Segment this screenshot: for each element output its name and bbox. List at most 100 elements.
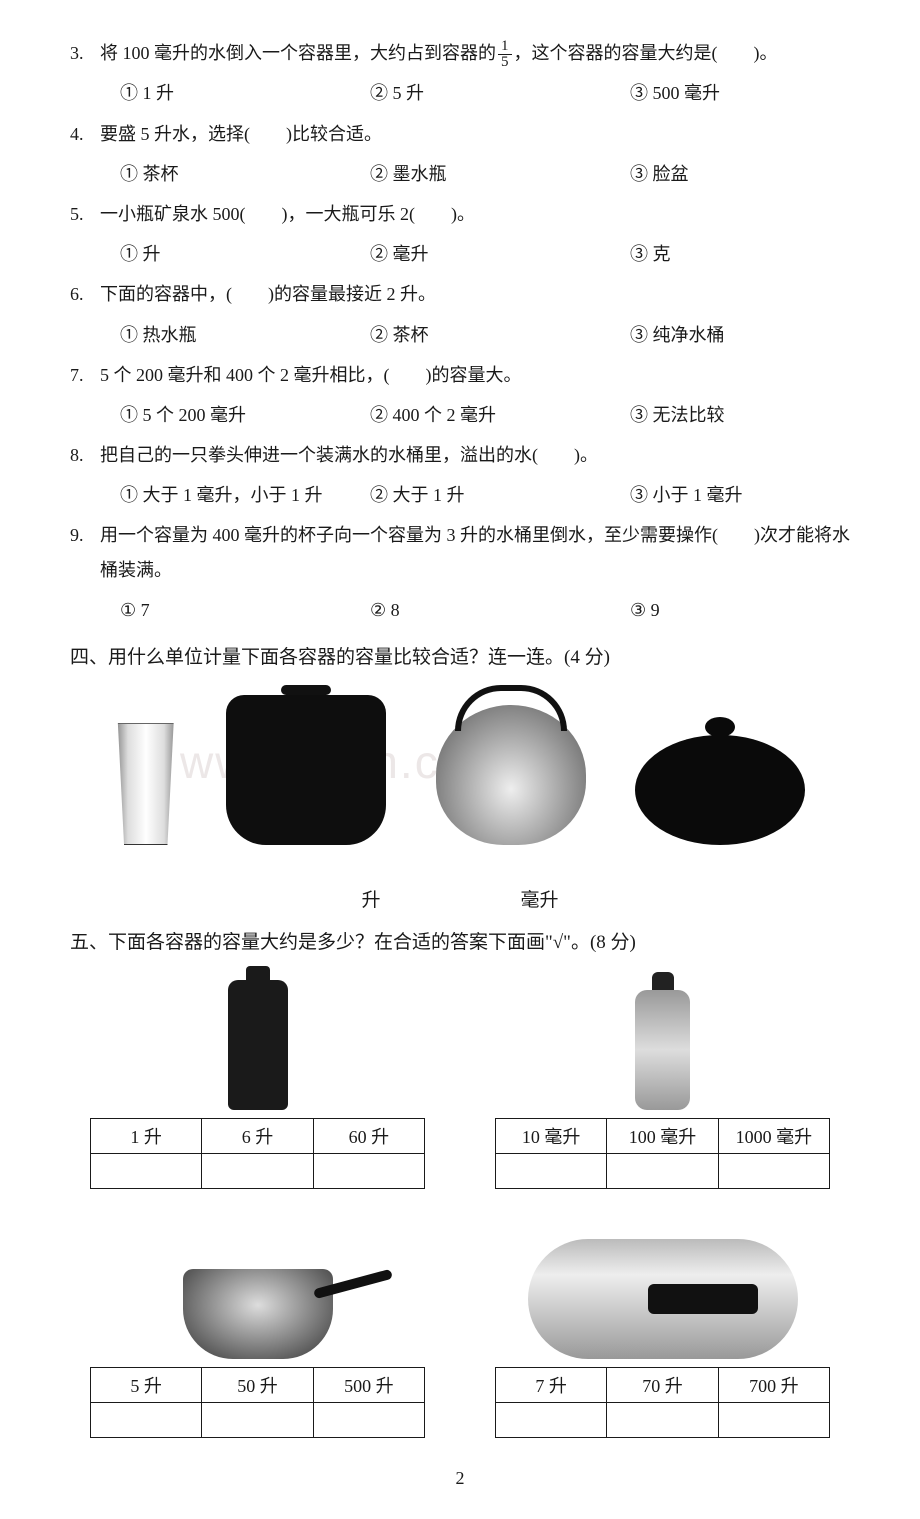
q-text: 一小瓶矿泉水 500( )，一大瓶可乐 2( )。 [100, 197, 850, 231]
question-8: 8. 把自己的一只拳头伸进一个装满水的水桶里，溢出的水( )。 [70, 438, 850, 472]
option-2: ② 大于 1 升 [370, 478, 630, 512]
q-number: 9. [70, 518, 100, 552]
table-row: 10 毫升 100 毫升 1000 毫升 [496, 1119, 830, 1154]
option-1: ① 茶杯 [120, 157, 370, 191]
cell[interactable] [91, 1154, 202, 1189]
cell: 70 升 [607, 1368, 718, 1403]
cell: 5 升 [91, 1368, 202, 1403]
rice-cooker-icon [226, 695, 386, 845]
q3-options: ① 1 升 ② 5 升 ③ 500 毫升 [120, 76, 850, 110]
cell[interactable] [607, 1154, 718, 1189]
cell[interactable] [91, 1403, 202, 1438]
cell[interactable] [202, 1403, 313, 1438]
table-row [91, 1154, 425, 1189]
option-2: ② 400 个 2 毫升 [370, 398, 630, 432]
cell[interactable] [718, 1403, 829, 1438]
option-3: ③ 无法比较 [630, 398, 850, 432]
table-row: 5 升 50 升 500 升 [91, 1368, 425, 1403]
q-text: 把自己的一只拳头伸进一个装满水的水桶里，溢出的水( )。 [100, 438, 850, 472]
answer-table: 1 升 6 升 60 升 [90, 1118, 425, 1189]
glass-icon [115, 723, 177, 845]
q-text: 用一个容量为 400 毫升的杯子向一个容量为 3 升的水桶里倒水，至少需要操作(… [100, 518, 850, 586]
q-number: 3. [70, 36, 100, 70]
section-4-title: 四、用什么单位计量下面各容器的容量比较合适？连一连。(4 分) [70, 641, 850, 675]
answer-table: 10 毫升 100 毫升 1000 毫升 [495, 1118, 830, 1189]
teapot-icon [635, 735, 805, 845]
unit-liter: 升 [361, 885, 380, 912]
frac-num: 1 [498, 39, 512, 55]
image-cell [183, 1219, 333, 1359]
water-heater-icon [528, 1239, 798, 1359]
table-row: 1 升 6 升 60 升 [91, 1119, 425, 1154]
q7-options: ① 5 个 200 毫升 ② 400 个 2 毫升 ③ 无法比较 [120, 398, 850, 432]
question-3: 3. 将 100 毫升的水倒入一个容器里，大约占到容器的15，这个容器的容量大约… [70, 36, 850, 70]
q-number: 5. [70, 197, 100, 231]
option-3: ③ 脸盆 [630, 157, 850, 191]
section-4-body: www.zixin.com.cn 升 毫升 [70, 695, 850, 912]
table-row [496, 1154, 830, 1189]
option-1: ① 升 [120, 237, 370, 271]
option-1: ① 1 升 [120, 76, 370, 110]
cell: 1 升 [91, 1119, 202, 1154]
item-water-bottle: 1 升 6 升 60 升 [90, 970, 425, 1189]
option-3: ③ 500 毫升 [630, 76, 850, 110]
option-2: ② 毫升 [370, 237, 630, 271]
option-1: ① 7 [120, 593, 370, 627]
frac-den: 5 [498, 55, 512, 70]
answer-table: 5 升 50 升 500 升 [90, 1367, 425, 1438]
image-cell [228, 970, 288, 1110]
cell[interactable] [607, 1403, 718, 1438]
question-4: 4. 要盛 5 升水，选择( )比较合适。 [70, 117, 850, 151]
option-2: ② 墨水瓶 [370, 157, 630, 191]
water-bottle-icon [228, 980, 288, 1110]
table-row: 7 升 70 升 700 升 [496, 1368, 830, 1403]
cell[interactable] [718, 1154, 829, 1189]
option-1: ① 大于 1 毫升，小于 1 升 [120, 478, 370, 512]
q5-options: ① 升 ② 毫升 ③ 克 [120, 237, 850, 271]
cell[interactable] [202, 1154, 313, 1189]
q9-options: ① 7 ② 8 ③ 9 [120, 593, 850, 627]
option-3: ③ 9 [630, 593, 850, 627]
q6-options: ① 热水瓶 ② 茶杯 ③ 纯净水桶 [120, 318, 850, 352]
cell: 10 毫升 [496, 1119, 607, 1154]
question-5: 5. 一小瓶矿泉水 500( )，一大瓶可乐 2( )。 [70, 197, 850, 231]
q-text: 要盛 5 升水，选择( )比较合适。 [100, 117, 850, 151]
cell: 7 升 [496, 1368, 607, 1403]
cell[interactable] [496, 1154, 607, 1189]
q-number: 8. [70, 438, 100, 472]
option-2: ② 8 [370, 593, 630, 627]
option-3: ③ 小于 1 毫升 [630, 478, 850, 512]
item-pot: 5 升 50 升 500 升 [90, 1219, 425, 1438]
answer-table: 7 升 70 升 700 升 [495, 1367, 830, 1438]
cell[interactable] [313, 1403, 424, 1438]
question-9: 9. 用一个容量为 400 毫升的杯子向一个容量为 3 升的水桶里倒水，至少需要… [70, 518, 850, 586]
question-7: 7. 5 个 200 毫升和 400 个 2 毫升相比，( )的容量大。 [70, 358, 850, 392]
baby-bottle-icon [635, 990, 690, 1110]
table-row [91, 1403, 425, 1438]
option-3: ③ 克 [630, 237, 850, 271]
item-water-heater: 7 升 70 升 700 升 [495, 1219, 830, 1438]
option-2: ② 茶杯 [370, 318, 630, 352]
q8-options: ① 大于 1 毫升，小于 1 升 ② 大于 1 升 ③ 小于 1 毫升 [120, 478, 850, 512]
kettle-icon [436, 705, 586, 845]
question-6: 6. 下面的容器中，( )的容量最接近 2 升。 [70, 277, 850, 311]
q-number: 6. [70, 277, 100, 311]
q-number: 4. [70, 117, 100, 151]
cell[interactable] [496, 1403, 607, 1438]
q4-options: ① 茶杯 ② 墨水瓶 ③ 脸盆 [120, 157, 850, 191]
cell: 700 升 [718, 1368, 829, 1403]
cell[interactable] [313, 1154, 424, 1189]
option-1: ① 热水瓶 [120, 318, 370, 352]
fraction: 15 [498, 39, 512, 70]
q-text: 5 个 200 毫升和 400 个 2 毫升相比，( )的容量大。 [100, 358, 850, 392]
q3-text-a: 将 100 毫升的水倒入一个容器里，大约占到容器的 [100, 43, 496, 63]
cell: 50 升 [202, 1368, 313, 1403]
cell: 100 毫升 [607, 1119, 718, 1154]
page: 3. 将 100 毫升的水倒入一个容器里，大约占到容器的15，这个容器的容量大约… [0, 0, 920, 1519]
section-5-grid: 1 升 6 升 60 升 10 毫升 100 毫升 1000 毫升 [90, 970, 830, 1438]
cell: 1000 毫升 [718, 1119, 829, 1154]
cell: 6 升 [202, 1119, 313, 1154]
unit-row: 升 毫升 [70, 885, 850, 912]
cell: 500 升 [313, 1368, 424, 1403]
table-row [496, 1403, 830, 1438]
